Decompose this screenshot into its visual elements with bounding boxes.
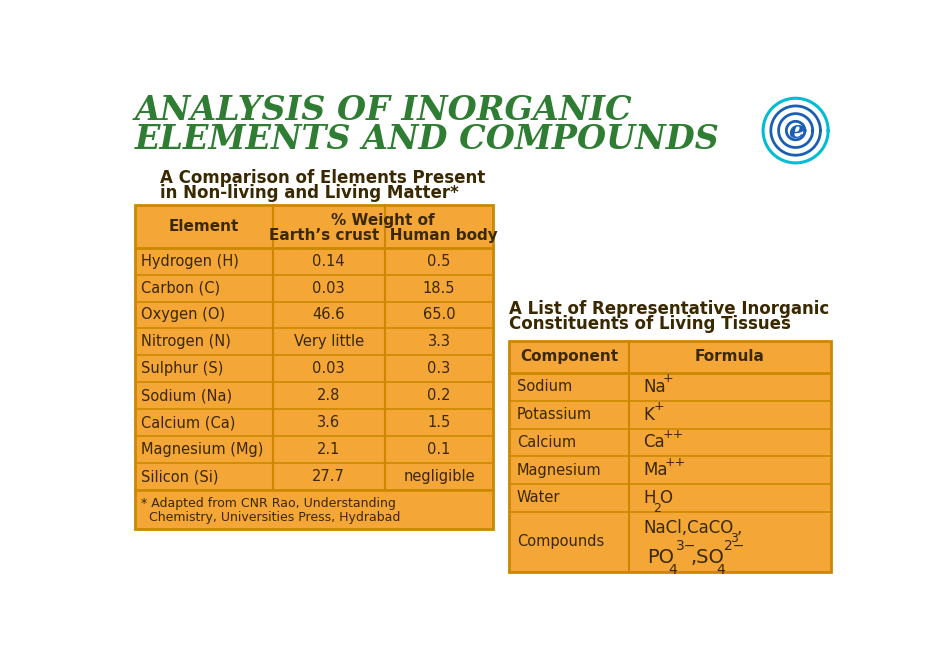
- Text: Compounds: Compounds: [517, 534, 603, 550]
- Text: ,: ,: [737, 519, 742, 537]
- Text: 0.3: 0.3: [428, 362, 451, 376]
- Text: Sodium: Sodium: [517, 380, 572, 395]
- Text: Magnesium (Mg): Magnesium (Mg): [141, 442, 263, 457]
- Text: 2.8: 2.8: [317, 389, 340, 403]
- Text: 65.0: 65.0: [423, 307, 456, 323]
- Text: Silicon (Si): Silicon (Si): [141, 469, 218, 484]
- Text: 0.5: 0.5: [428, 254, 451, 268]
- Text: Oxygen (O): Oxygen (O): [141, 307, 225, 323]
- Text: 3.3: 3.3: [428, 334, 450, 350]
- Text: Sodium (Na): Sodium (Na): [141, 389, 232, 403]
- Text: NaCl,CaCO: NaCl,CaCO: [643, 519, 733, 537]
- Text: 46.6: 46.6: [312, 307, 345, 323]
- Text: 18.5: 18.5: [423, 280, 455, 295]
- Text: negligible: negligible: [403, 469, 475, 484]
- Text: ELEMENTS AND COMPOUNDS: ELEMENTS AND COMPOUNDS: [134, 123, 719, 156]
- Bar: [134, 205, 494, 529]
- Text: A List of Representative Inorganic: A List of Representative Inorganic: [509, 300, 829, 318]
- Text: Earth’s crust  Human body: Earth’s crust Human body: [269, 228, 497, 243]
- Text: 0.2: 0.2: [428, 389, 451, 403]
- Text: Chemistry, Universities Press, Hydrabad: Chemistry, Universities Press, Hydrabad: [141, 511, 400, 523]
- Text: * Adapted from CNR Rao, Understanding: * Adapted from CNR Rao, Understanding: [141, 497, 396, 510]
- Text: 1.5: 1.5: [428, 415, 451, 430]
- Text: 0.03: 0.03: [312, 362, 345, 376]
- Text: Carbon (C): Carbon (C): [141, 280, 220, 295]
- Text: Calcium (Ca): Calcium (Ca): [141, 415, 235, 430]
- Text: 0.03: 0.03: [312, 280, 345, 295]
- Text: ,SO: ,SO: [691, 548, 725, 566]
- Text: Water: Water: [517, 491, 560, 505]
- Text: ++: ++: [665, 456, 686, 468]
- Text: H: H: [643, 489, 655, 507]
- Text: Component: Component: [520, 350, 618, 364]
- Text: Magnesium: Magnesium: [517, 462, 602, 478]
- Text: ANALYSIS OF INORGANIC: ANALYSIS OF INORGANIC: [134, 95, 633, 127]
- Text: Hydrogen (H): Hydrogen (H): [141, 254, 239, 268]
- Text: 4: 4: [716, 562, 726, 576]
- Bar: [509, 341, 831, 572]
- Text: e: e: [788, 119, 804, 142]
- Text: 4: 4: [668, 562, 678, 576]
- Text: Sulphur (S): Sulphur (S): [141, 362, 223, 376]
- Text: 2.1: 2.1: [317, 442, 340, 457]
- Text: Element: Element: [168, 219, 239, 234]
- Text: 27.7: 27.7: [312, 469, 345, 484]
- Text: 0.14: 0.14: [312, 254, 345, 268]
- Text: K: K: [643, 406, 654, 423]
- Text: 3: 3: [729, 531, 738, 545]
- Text: % Weight of: % Weight of: [331, 213, 434, 227]
- Text: Ca: Ca: [643, 433, 665, 452]
- Text: Formula: Formula: [695, 350, 764, 364]
- Text: Calcium: Calcium: [517, 435, 575, 450]
- Text: Very little: Very little: [293, 334, 364, 350]
- Text: Na: Na: [643, 378, 666, 396]
- Text: ++: ++: [663, 428, 684, 441]
- Text: 2−: 2−: [724, 539, 744, 553]
- Text: PO: PO: [647, 548, 674, 566]
- Text: Constituents of Living Tissues: Constituents of Living Tissues: [509, 315, 791, 333]
- Text: A Comparison of Elements Present: A Comparison of Elements Present: [160, 169, 485, 187]
- Text: Nitrogen (N): Nitrogen (N): [141, 334, 230, 350]
- Text: in Non-living and Living Matter*: in Non-living and Living Matter*: [160, 185, 459, 203]
- Text: 2: 2: [653, 502, 661, 515]
- Text: Ma: Ma: [643, 461, 667, 479]
- Text: +: +: [663, 372, 674, 385]
- Text: 0.1: 0.1: [428, 442, 451, 457]
- Text: +: +: [654, 400, 665, 413]
- Text: O: O: [659, 489, 672, 507]
- Text: Potassium: Potassium: [517, 407, 592, 422]
- Text: 3−: 3−: [676, 539, 696, 553]
- Text: 3.6: 3.6: [317, 415, 340, 430]
